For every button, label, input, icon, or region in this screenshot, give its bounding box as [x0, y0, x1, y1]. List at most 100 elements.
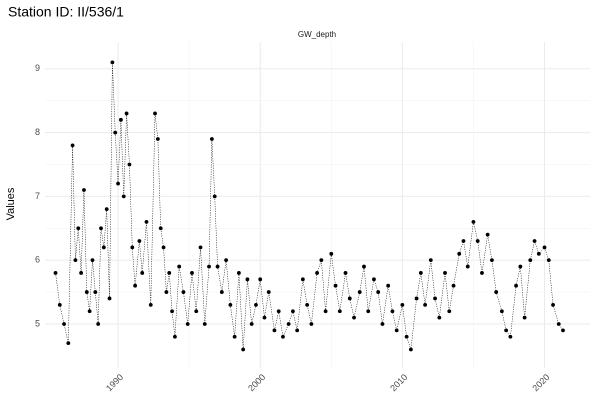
data-point: [433, 296, 437, 301]
data-point: [121, 194, 126, 199]
data-point: [475, 239, 480, 243]
data-point: [329, 251, 334, 256]
data-point: [357, 290, 362, 294]
data-point: [457, 251, 462, 256]
data-point: [286, 322, 291, 326]
data-point: [485, 232, 490, 237]
data-point: [194, 309, 199, 314]
data-point: [93, 290, 98, 294]
data-point: [104, 207, 109, 212]
data-point: [394, 328, 399, 333]
data-point: [101, 245, 106, 250]
data-point: [153, 111, 157, 116]
data-point: [408, 347, 413, 352]
data-point: [352, 315, 356, 320]
data-point: [508, 334, 513, 339]
data-point: [167, 271, 172, 275]
y-tick-label: 7: [35, 191, 40, 201]
data-point: [536, 251, 541, 256]
data-point: [99, 226, 103, 231]
data-point: [551, 302, 555, 307]
data-point: [232, 334, 237, 339]
data-point: [173, 334, 177, 339]
data-point: [319, 258, 324, 263]
data-point: [514, 283, 518, 288]
data-point: [309, 322, 314, 326]
x-tick-label: 2000: [246, 372, 267, 393]
data-point: [266, 290, 271, 294]
data-point: [110, 60, 115, 65]
marks: [53, 60, 565, 352]
data-point: [528, 258, 533, 263]
y-tick-label: 9: [35, 63, 40, 73]
data-point: [254, 302, 258, 307]
data-point: [137, 239, 142, 243]
data-point: [158, 226, 163, 231]
data-point: [347, 296, 352, 301]
data-point: [53, 271, 58, 275]
data-point: [144, 220, 149, 224]
data-point: [116, 181, 120, 186]
x-tick-label: 2020: [530, 372, 551, 393]
data-point: [241, 347, 246, 352]
data-point: [386, 283, 391, 288]
data-point: [258, 277, 263, 282]
data-point: [155, 137, 160, 141]
data-point: [404, 334, 409, 339]
data-point: [66, 341, 71, 346]
data-point: [494, 290, 499, 294]
data-point: [140, 271, 145, 275]
x-tick-label: 1990: [104, 372, 125, 393]
data-point: [119, 117, 123, 122]
data-point: [295, 328, 300, 333]
data-point: [291, 309, 295, 314]
grid: [45, 42, 590, 368]
data-point: [546, 258, 551, 263]
data-point: [447, 309, 452, 314]
data-point: [561, 328, 565, 333]
data-point: [461, 239, 466, 243]
data-point: [170, 309, 174, 314]
data-point: [390, 309, 395, 314]
data-point: [305, 302, 310, 307]
data-point: [96, 322, 101, 326]
data-point: [542, 245, 547, 250]
data-point: [522, 315, 527, 320]
data-point: [333, 283, 338, 288]
data-point: [90, 258, 95, 263]
data-point: [177, 264, 182, 269]
facet-label: GW_depth: [298, 30, 336, 39]
data-point: [236, 271, 241, 275]
data-point: [471, 220, 476, 224]
data-point: [209, 137, 214, 141]
data-point: [219, 290, 224, 294]
y-tick-label: 8: [35, 127, 40, 137]
data-point: [315, 271, 319, 275]
data-point: [532, 239, 537, 243]
data-point: [414, 296, 419, 301]
data-point: [57, 302, 62, 307]
data-point: [127, 162, 132, 167]
data-point: [423, 302, 428, 307]
data-point: [262, 315, 267, 320]
data-point: [376, 290, 381, 294]
data-point: [185, 322, 190, 326]
data-point: [113, 130, 118, 135]
data-point: [504, 328, 509, 333]
data-point: [249, 322, 254, 326]
chart-title: Station ID: II/536/1: [8, 4, 124, 20]
data-point: [337, 309, 342, 314]
data-point: [79, 271, 84, 275]
data-point: [133, 283, 138, 288]
data-point: [107, 296, 112, 301]
data-point: [418, 271, 423, 275]
data-point: [499, 309, 504, 314]
data-point: [181, 290, 186, 294]
data-point: [228, 302, 233, 307]
x-tick-label: 2010: [388, 372, 409, 393]
data-point: [245, 277, 250, 282]
data-point: [87, 309, 92, 314]
data-point: [276, 309, 281, 314]
y-tick-label: 6: [35, 255, 40, 265]
data-point: [372, 277, 376, 282]
